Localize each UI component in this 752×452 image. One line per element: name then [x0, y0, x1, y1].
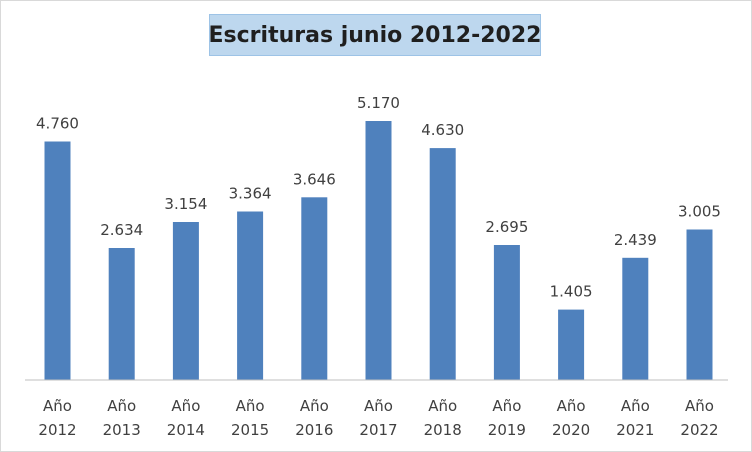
- bar-2022: [686, 229, 713, 380]
- tick-label-2014: Año 2014: [167, 397, 205, 439]
- bar-2018: [429, 148, 456, 380]
- data-label-2022: 3.005: [678, 203, 721, 221]
- data-label-2018: 4.630: [421, 121, 464, 139]
- data-label-2013: 2.634: [100, 221, 143, 239]
- tick-labels-group: Año 2012 Año 2013 Año 2014 Año 2015 Año 2016 Año 20…: [38, 397, 718, 439]
- bar-2012: [44, 141, 71, 380]
- tick-label-2013: Año 2013: [103, 397, 141, 439]
- chart-title: Escrituras junio 2012-2022: [208, 22, 542, 48]
- data-label-2015: 3.364: [229, 185, 272, 203]
- tick-label-2016: Año 2016: [295, 397, 333, 439]
- bar-2016: [301, 197, 328, 380]
- bar-2013: [108, 248, 135, 380]
- tick-label-2020: Año 2020: [552, 397, 590, 439]
- data-label-2014: 3.154: [164, 195, 207, 213]
- bar-2021: [622, 257, 649, 380]
- data-label-2017: 5.170: [357, 94, 400, 112]
- tick-label-2015: Año 2015: [231, 397, 269, 439]
- data-label-2020: 1.405: [550, 283, 593, 301]
- bar-2014: [172, 222, 199, 380]
- tick-label-2017: Año 2017: [359, 397, 397, 439]
- data-label-2019: 2.695: [485, 218, 528, 236]
- chart-title-box: Escrituras junio 2012-2022: [209, 14, 541, 56]
- tick-label-2019: Año 2019: [488, 397, 526, 439]
- tick-label-2022: Año 2022: [680, 397, 718, 439]
- tick-label-2012: Año 2012: [38, 397, 76, 439]
- data-label-2021: 2.439: [614, 231, 657, 249]
- data-labels-group: 4.760 2.634 3.154 3.364 3.646 5.170 4.630 2.695…: [36, 94, 721, 301]
- bar-2020: [558, 309, 585, 380]
- bars-group: [44, 121, 713, 380]
- tick-label-2021: Año 2021: [616, 397, 654, 439]
- data-label-2012: 4.760: [36, 115, 79, 133]
- bar-2017: [365, 121, 392, 380]
- data-label-2016: 3.646: [293, 170, 336, 188]
- tick-label-2018: Año 2018: [424, 397, 462, 439]
- bar-2019: [493, 245, 520, 380]
- bar-2015: [237, 211, 264, 380]
